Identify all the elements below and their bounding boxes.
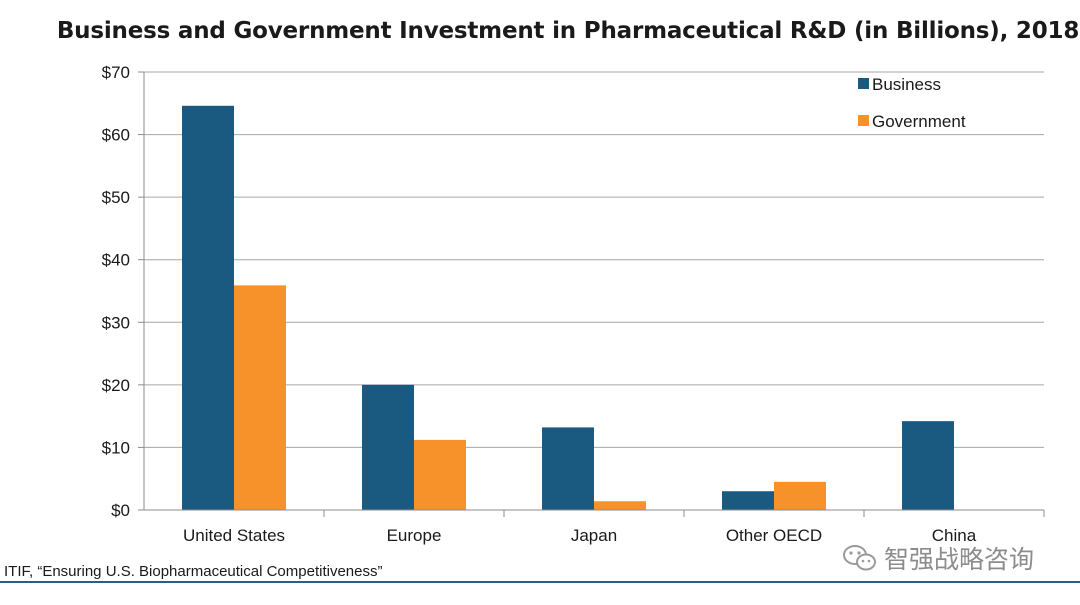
y-tick-label: $40 — [102, 251, 130, 270]
y-tick-label: $60 — [102, 126, 130, 145]
legend-swatch-government — [858, 115, 869, 126]
bar-business-japan — [542, 427, 594, 510]
x-tick-label: Europe — [387, 526, 442, 545]
y-tick-label: $20 — [102, 376, 130, 395]
bar-government-europe — [414, 439, 466, 510]
x-tick-label: Other OECD — [726, 526, 822, 545]
bars — [182, 105, 954, 510]
y-tick-label: $30 — [102, 313, 130, 332]
bottom-rule — [0, 581, 1080, 583]
legend-label-business: Business — [872, 75, 941, 94]
y-axis-tick-labels: $0 $10 $20 $30 $40 $50 $60 $70 — [102, 63, 130, 520]
bar-business-europe — [362, 384, 414, 510]
y-tick-label: $10 — [102, 438, 130, 457]
x-tick-label: China — [932, 526, 977, 545]
watermark: 智强战略咨询 — [842, 541, 1034, 575]
bar-government-united-states — [234, 285, 286, 510]
y-tick-label: $70 — [102, 63, 130, 82]
watermark-text: 智强战略咨询 — [884, 545, 1035, 574]
y-tick-label: $0 — [111, 501, 130, 520]
x-tick-label: Japan — [571, 526, 617, 545]
axes — [138, 71, 1045, 517]
x-axis-tick-labels: United States Europe Japan Other OECD China — [183, 526, 977, 545]
bar-government-other-oecd — [774, 481, 826, 510]
chart-title: Business and Government Investment in Ph… — [56, 18, 1080, 44]
x-tick-label: United States — [183, 526, 285, 545]
legend-swatch-business — [858, 78, 869, 89]
y-tick-label: $50 — [102, 188, 130, 207]
legend: Business Government — [858, 75, 966, 131]
bar-business-china — [902, 421, 954, 510]
bar-business-other-oecd — [722, 491, 774, 510]
source-note: ITIF, “Ensuring U.S. Biopharmaceutical C… — [4, 563, 383, 580]
bar-business-united-states — [182, 105, 234, 510]
legend-label-government: Government — [872, 112, 966, 131]
bar-government-japan — [594, 501, 646, 510]
wechat-logo-icon — [843, 545, 876, 571]
gridlines — [144, 71, 1044, 448]
